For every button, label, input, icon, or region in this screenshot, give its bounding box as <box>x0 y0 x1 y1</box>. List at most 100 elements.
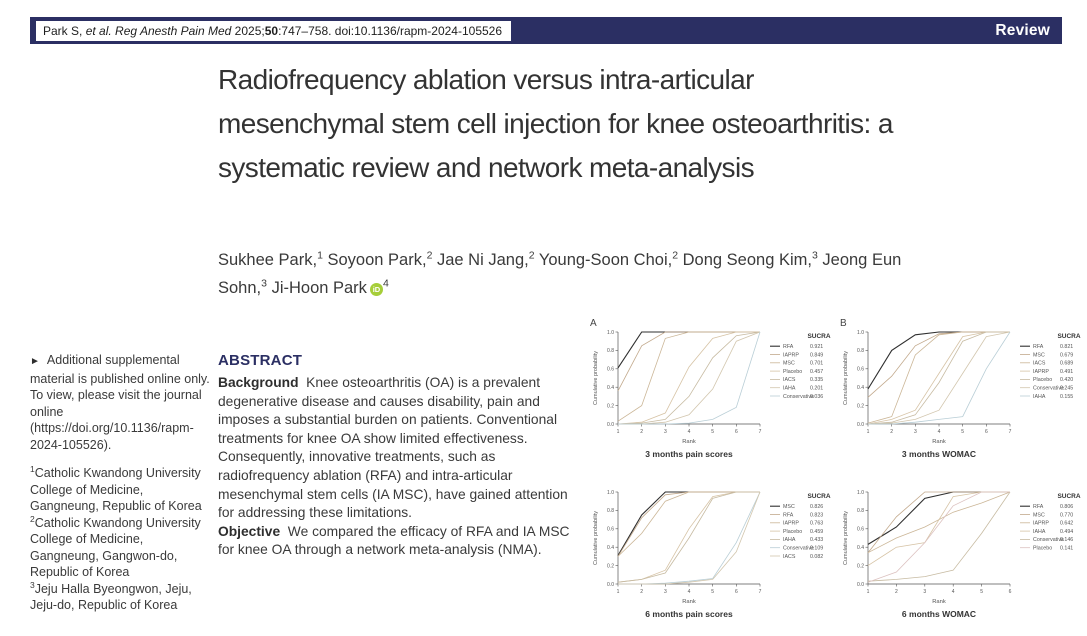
svg-text:SUCRA: SUCRA <box>1057 333 1080 340</box>
journal-online-link[interactable]: https://doi.org/10.1136/rapm-2024-105526 <box>30 421 194 452</box>
svg-text:0.823: 0.823 <box>810 512 823 518</box>
svg-text:0.4: 0.4 <box>607 545 614 551</box>
supplemental-note: ► Additional supplemental material is pub… <box>30 352 210 453</box>
svg-text:1: 1 <box>867 429 870 435</box>
svg-text:RFA: RFA <box>783 344 794 350</box>
svg-text:Placebo: Placebo <box>783 529 802 535</box>
svg-text:2: 2 <box>640 589 643 595</box>
citation-authors: Park S, <box>43 23 86 38</box>
abstract-section: ABSTRACT Background Knee osteoarthritis … <box>218 352 572 560</box>
svg-text:2: 2 <box>895 589 898 595</box>
svg-text:6: 6 <box>985 429 988 435</box>
supplemental-note-text: Additional supplemental material is publ… <box>30 353 210 435</box>
svg-text:A: A <box>590 318 597 329</box>
svg-text:Placebo: Placebo <box>783 369 802 375</box>
author: Dong Seong Kim,3 <box>682 249 818 269</box>
abstract-heading: ABSTRACT <box>218 352 303 369</box>
svg-text:0.6: 0.6 <box>857 367 864 373</box>
svg-text:5: 5 <box>711 429 714 435</box>
svg-text:Cumulative probability: Cumulative probability <box>593 351 599 405</box>
svg-text:0.2: 0.2 <box>857 563 864 569</box>
svg-text:IACS: IACS <box>783 554 796 560</box>
svg-text:SUCRA: SUCRA <box>807 493 830 500</box>
svg-text:5: 5 <box>961 429 964 435</box>
svg-text:SUCRA: SUCRA <box>1057 493 1080 500</box>
svg-text:5: 5 <box>980 589 983 595</box>
svg-text:7: 7 <box>759 589 762 595</box>
left-sidebar: ► Additional supplemental material is pub… <box>30 352 210 614</box>
svg-text:3: 3 <box>914 429 917 435</box>
abstract-paragraph: Background Knee osteoarthritis (OA) is a… <box>218 375 568 521</box>
svg-text:0.8: 0.8 <box>607 508 614 514</box>
svg-text:1: 1 <box>617 429 620 435</box>
svg-text:Conservative: Conservative <box>783 394 814 400</box>
svg-text:IAPRP: IAPRP <box>783 352 799 358</box>
svg-text:0.201: 0.201 <box>810 386 823 392</box>
svg-text:RFA: RFA <box>1033 344 1044 350</box>
svg-text:Rank: Rank <box>932 599 946 605</box>
svg-text:1.0: 1.0 <box>607 490 614 496</box>
svg-text:0.433: 0.433 <box>810 537 823 543</box>
svg-text:1.0: 1.0 <box>857 490 864 496</box>
svg-text:IAHA: IAHA <box>1033 394 1046 400</box>
svg-text:4: 4 <box>952 589 955 595</box>
svg-text:4: 4 <box>938 429 941 435</box>
citation-box: Park S, et al. Reg Anesth Pain Med 2025;… <box>36 20 512 41</box>
svg-text:Cumulative probability: Cumulative probability <box>843 351 849 405</box>
svg-text:0.8: 0.8 <box>857 508 864 514</box>
svg-text:0.141: 0.141 <box>1060 546 1073 552</box>
svg-text:6: 6 <box>735 589 738 595</box>
svg-text:Conservative: Conservative <box>1033 537 1064 543</box>
svg-text:0.155: 0.155 <box>1060 394 1073 400</box>
svg-text:IAPRP: IAPRP <box>1033 521 1049 527</box>
svg-text:IAHA: IAHA <box>1033 529 1046 535</box>
svg-text:6: 6 <box>735 429 738 435</box>
author: Jeong Eun Sohn,3 <box>218 251 902 297</box>
svg-text:IAPRP: IAPRP <box>1033 369 1049 375</box>
svg-text:Placebo: Placebo <box>1033 377 1052 383</box>
svg-text:IAHA: IAHA <box>783 537 796 543</box>
svg-text:Conservative: Conservative <box>783 546 814 552</box>
orcid-icon: iD <box>369 283 383 296</box>
svg-text:3: 3 <box>664 589 667 595</box>
abstract-paragraph: Objective We compared the efficacy of RF… <box>218 523 570 558</box>
article-type-badge: Review <box>995 21 1050 39</box>
svg-text:IACS: IACS <box>783 377 796 383</box>
svg-text:3 months pain scores: 3 months pain scores <box>645 449 733 459</box>
svg-text:Conservative: Conservative <box>1033 386 1064 392</box>
author: Sukhee Park,1 <box>218 249 323 269</box>
svg-text:0.0: 0.0 <box>857 422 864 428</box>
journal-header-bar: Park S, et al. Reg Anesth Pain Med 2025;… <box>30 17 1062 44</box>
citation-year: 2025; <box>234 23 265 38</box>
svg-text:6 months WOMAC: 6 months WOMAC <box>902 609 976 619</box>
svg-text:3 months WOMAC: 3 months WOMAC <box>902 449 976 459</box>
svg-text:1.0: 1.0 <box>857 330 864 336</box>
svg-text:2: 2 <box>890 429 893 435</box>
svg-text:Cumulative probability: Cumulative probability <box>843 511 849 565</box>
svg-text:Rank: Rank <box>932 439 946 445</box>
svg-text:Cumulative probability: Cumulative probability <box>593 511 599 565</box>
svg-text:SUCRA: SUCRA <box>807 333 830 340</box>
svg-text:0.849: 0.849 <box>810 352 823 358</box>
svg-text:1.0: 1.0 <box>607 330 614 336</box>
citation-volume: 50 <box>264 23 279 38</box>
svg-text:RFA: RFA <box>783 512 794 518</box>
author: Soyoon Park,2 <box>327 249 433 269</box>
svg-text:0.4: 0.4 <box>607 385 614 391</box>
supplemental-note-end: ). <box>103 437 112 452</box>
sucra-chart: B 1.0 0.8 0.6 0.4 0.2 0.0 Cumulative probabilit… <box>840 318 1081 459</box>
svg-text:IAPRP: IAPRP <box>783 521 799 527</box>
svg-text:0.8: 0.8 <box>607 348 614 354</box>
svg-text:0.082: 0.082 <box>810 554 823 560</box>
svg-text:0.036: 0.036 <box>810 394 823 400</box>
svg-text:0.4: 0.4 <box>857 545 864 551</box>
svg-text:6 months pain scores: 6 months pain scores <box>645 609 733 619</box>
svg-text:0.2: 0.2 <box>607 563 614 569</box>
figure-panel-c: 1.0 0.8 0.6 0.4 0.2 0.0 Cumulative probability… <box>586 474 836 634</box>
svg-text:0.4: 0.4 <box>857 385 864 391</box>
svg-text:MSC: MSC <box>1033 512 1045 518</box>
sucra-chart: 1.0 0.8 0.6 0.4 0.2 0.0 Cumulative probability… <box>593 490 831 619</box>
abstract-body: Background Knee osteoarthritis (OA) is a… <box>218 374 572 560</box>
arrow-right-icon: ► <box>30 356 40 367</box>
citation-journal: et al. Reg Anesth Pain Med <box>85 23 235 38</box>
